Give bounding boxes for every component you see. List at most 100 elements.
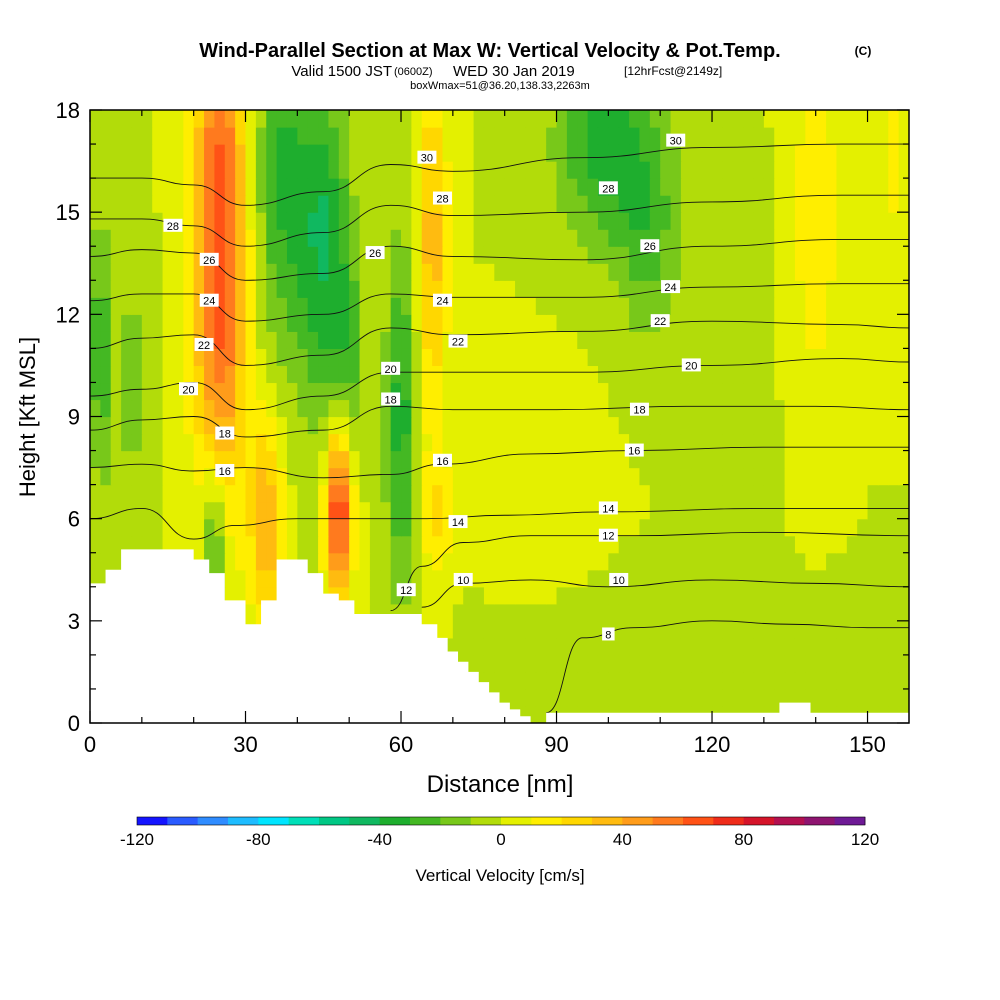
velocity-cell bbox=[857, 501, 869, 520]
velocity-cell bbox=[318, 195, 330, 213]
velocity-cell bbox=[836, 348, 848, 367]
velocity-cell bbox=[255, 569, 267, 588]
velocity-cell bbox=[629, 382, 641, 401]
contour-label-box bbox=[598, 528, 618, 542]
velocity-cell bbox=[204, 416, 216, 435]
velocity-cell bbox=[369, 569, 381, 588]
velocity-cell bbox=[867, 569, 879, 588]
velocity-cell bbox=[701, 671, 713, 690]
velocity-cell bbox=[629, 195, 641, 213]
velocity-cell bbox=[577, 161, 589, 179]
velocity-cell bbox=[826, 280, 838, 298]
velocity-cell bbox=[618, 501, 630, 520]
velocity-cell bbox=[732, 229, 744, 247]
velocity-cell bbox=[898, 161, 909, 179]
velocity-cell bbox=[359, 297, 371, 315]
velocity-cell bbox=[110, 348, 122, 367]
velocity-cell bbox=[90, 263, 101, 281]
velocity-cell bbox=[152, 229, 164, 247]
velocity-cell bbox=[660, 263, 672, 281]
velocity-cell bbox=[411, 161, 423, 179]
velocity-cell bbox=[670, 314, 682, 332]
velocity-cell bbox=[556, 501, 568, 520]
velocity-cell bbox=[235, 365, 247, 384]
velocity-cell bbox=[121, 127, 133, 145]
velocity-cell bbox=[629, 246, 641, 264]
velocity-cell bbox=[753, 467, 765, 486]
velocity-cell bbox=[245, 348, 257, 367]
velocity-cell bbox=[546, 518, 558, 537]
colorbar-swatch bbox=[167, 817, 199, 825]
velocity-cell bbox=[380, 586, 392, 605]
velocity-cell bbox=[867, 144, 879, 162]
contour-label: 28 bbox=[163, 218, 183, 233]
velocity-cell bbox=[183, 433, 195, 452]
velocity-cell bbox=[608, 688, 620, 707]
velocity-cell bbox=[442, 535, 454, 554]
velocity-cell bbox=[577, 484, 589, 503]
theta-contour bbox=[390, 531, 909, 612]
velocity-cell bbox=[566, 382, 578, 401]
colorbar-tick-label: -120 bbox=[120, 830, 154, 849]
velocity-cell bbox=[359, 399, 371, 418]
velocity-cell bbox=[193, 246, 205, 264]
velocity-cell bbox=[214, 127, 226, 145]
velocity-cell bbox=[846, 484, 858, 503]
y-tick-label: 15 bbox=[56, 200, 80, 225]
velocity-cell bbox=[826, 263, 838, 281]
velocity-cell bbox=[753, 246, 765, 264]
velocity-cell bbox=[172, 314, 184, 332]
velocity-cell bbox=[172, 416, 184, 435]
velocity-cell bbox=[888, 654, 900, 673]
velocity-cell bbox=[390, 484, 402, 503]
velocity-cell bbox=[359, 331, 371, 349]
velocity-cell bbox=[546, 433, 558, 452]
velocity-cell bbox=[608, 246, 620, 264]
velocity-cell bbox=[224, 586, 236, 605]
velocity-cell bbox=[473, 586, 485, 605]
velocity-cell bbox=[743, 212, 755, 230]
velocity-cell bbox=[722, 637, 734, 656]
velocity-cell bbox=[649, 688, 661, 707]
velocity-cell bbox=[525, 212, 537, 230]
velocity-cell bbox=[380, 518, 392, 537]
velocity-cell bbox=[204, 501, 216, 520]
velocity-cell bbox=[349, 229, 361, 247]
velocity-cell bbox=[432, 535, 444, 554]
velocity-cell bbox=[629, 416, 641, 435]
velocity-cell bbox=[349, 195, 361, 213]
velocity-cell bbox=[452, 637, 464, 656]
velocity-cell bbox=[286, 399, 298, 418]
velocity-cell bbox=[90, 382, 101, 401]
velocity-cell bbox=[898, 280, 909, 298]
velocity-cell bbox=[411, 144, 423, 162]
velocity-cell bbox=[349, 246, 361, 264]
contour-label: 14 bbox=[598, 501, 618, 515]
velocity-cell bbox=[712, 195, 723, 213]
velocity-cell bbox=[794, 620, 806, 639]
velocity-cell bbox=[566, 399, 578, 418]
velocity-cell bbox=[794, 399, 806, 418]
velocity-cell bbox=[286, 212, 298, 230]
velocity-cell bbox=[815, 229, 827, 247]
velocity-cell bbox=[141, 467, 153, 486]
velocity-cell bbox=[670, 331, 682, 349]
velocity-cell bbox=[867, 433, 879, 452]
contour-label: 28 bbox=[598, 181, 618, 195]
velocity-cell bbox=[318, 314, 330, 332]
velocity-cell bbox=[276, 348, 288, 367]
velocity-cell bbox=[235, 297, 247, 315]
velocity-cell bbox=[473, 314, 485, 332]
velocity-cell bbox=[743, 671, 755, 690]
velocity-cell bbox=[597, 144, 609, 162]
velocity-cell bbox=[515, 433, 527, 452]
velocity-cell bbox=[597, 195, 609, 213]
velocity-cell bbox=[743, 365, 755, 384]
velocity-cell bbox=[649, 552, 661, 571]
velocity-cell bbox=[566, 450, 578, 469]
velocity-cell bbox=[888, 552, 900, 571]
velocity-cell bbox=[836, 263, 848, 281]
velocity-cell bbox=[784, 348, 796, 367]
velocity-cell bbox=[535, 263, 547, 281]
velocity-cell bbox=[504, 110, 516, 128]
